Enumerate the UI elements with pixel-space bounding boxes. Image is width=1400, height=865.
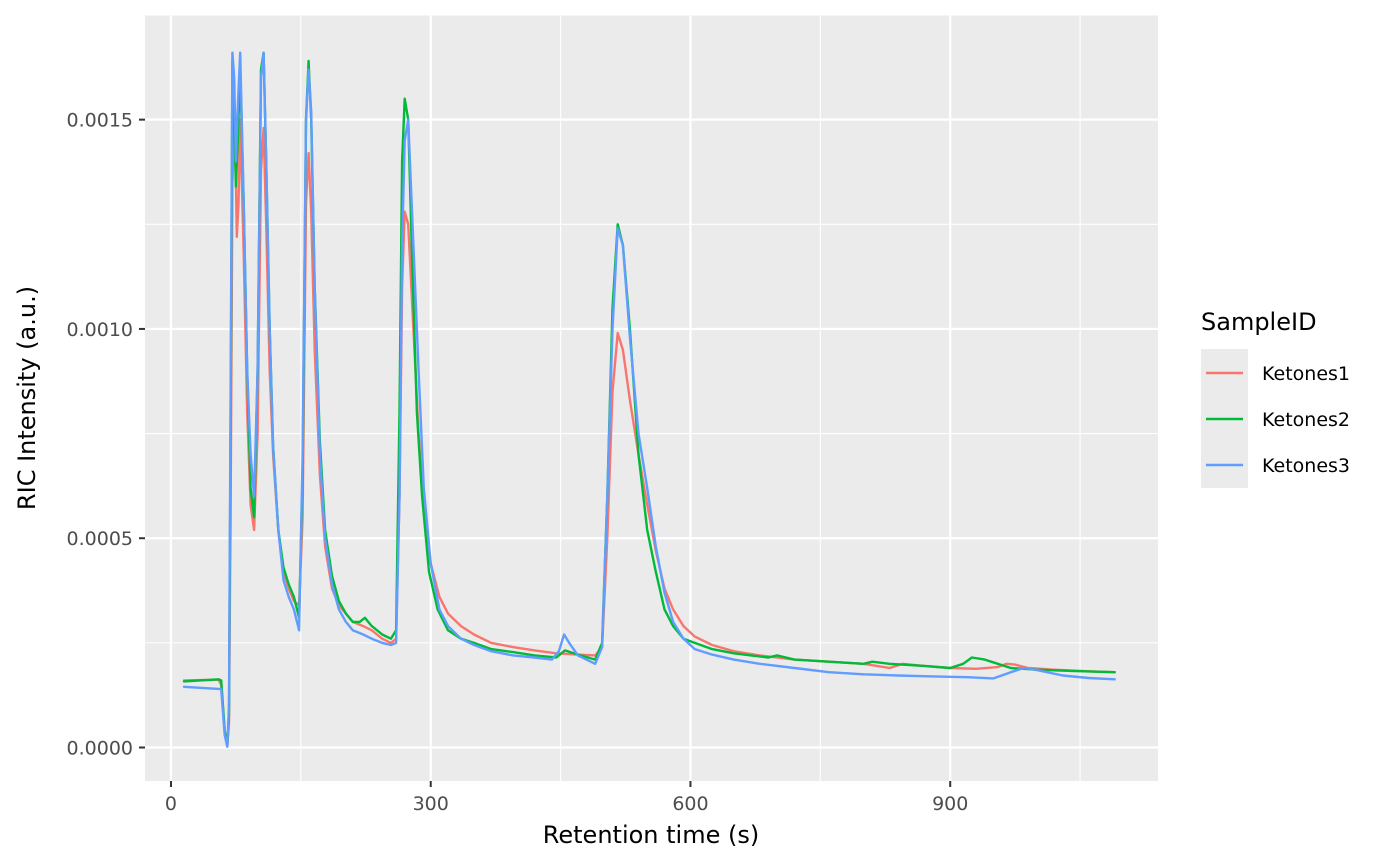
x-axis-title: Retention time (s) (543, 821, 759, 849)
y-tick-label: 0.0015 (67, 110, 133, 132)
legend-label-ketones2: Ketones2 (1262, 409, 1350, 431)
series-line-ketones3 (182, 51, 1116, 748)
legend-label-ketones3: Ketones3 (1262, 455, 1350, 477)
x-tick-label: 900 (932, 793, 968, 815)
y-tick-label: 0.0000 (67, 738, 133, 760)
x-tick-label: 600 (672, 793, 708, 815)
grid-minor (145, 14, 1158, 781)
plot-background (145, 15, 1158, 781)
x-tick-label: 0 (165, 793, 177, 815)
x-axis: 0 300 600 900 (165, 781, 968, 815)
grid-major (145, 15, 1158, 781)
y-tick-label: 0.0010 (67, 319, 133, 341)
legend-items: Ketones1 Ketones2 Ketones3 (1206, 363, 1350, 477)
legend: SampleID Ketones1 Ketones2 Ketones3 (1201, 308, 1350, 488)
y-tick-label: 0.0005 (67, 528, 133, 550)
series-layer (182, 51, 1116, 748)
legend-label-ketones1: Ketones1 (1262, 363, 1350, 385)
legend-title: SampleID (1201, 308, 1317, 336)
y-axis: 0.0000 0.0005 0.0010 0.0015 (67, 110, 145, 760)
y-axis-title: RIC Intensity (a.u.) (13, 286, 41, 510)
x-tick-label: 300 (413, 793, 449, 815)
